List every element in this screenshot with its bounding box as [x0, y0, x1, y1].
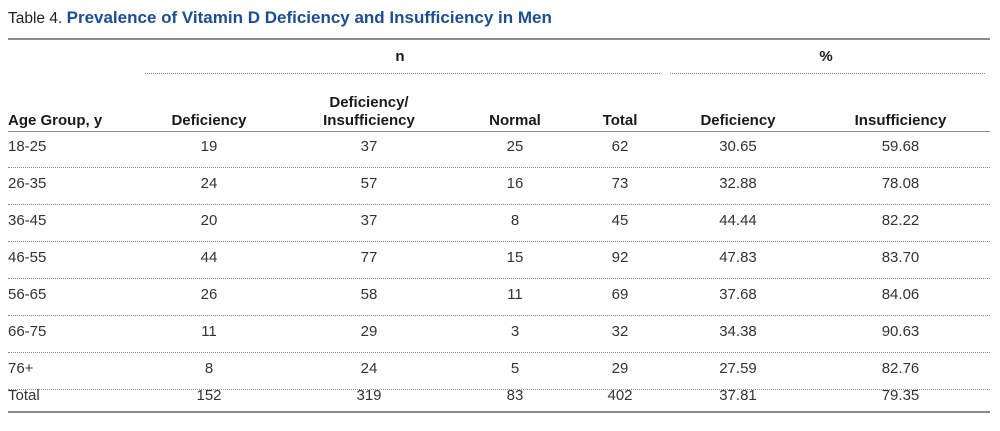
table-row: 18-25 19 37 25 62 30.65 59.68 [0, 132, 1000, 169]
table-caption: Table 4. Prevalence of Vitamin D Deficie… [8, 6, 552, 31]
cell-total: 402 [607, 387, 633, 404]
row-divider [8, 241, 990, 242]
cell-deficiency-insufficiency: 57 [360, 175, 378, 192]
cell-percent-insufficiency: 82.22 [881, 212, 920, 229]
cell-total: 69 [611, 286, 629, 303]
header-percent-insufficiency: Insufficiency [854, 112, 947, 129]
header-normal: Normal [489, 112, 541, 129]
cell-percent-insufficiency: 78.08 [881, 175, 920, 192]
cell-percent-insufficiency: 82.76 [881, 360, 920, 377]
cell-deficiency: 20 [200, 212, 218, 229]
group-header-n: n [395, 48, 405, 65]
cell-percent-insufficiency: 59.68 [881, 138, 920, 155]
cell-age-group: 66-75 [8, 323, 47, 340]
header-rule [8, 131, 990, 132]
cell-percent-insufficiency: 79.35 [881, 387, 920, 404]
cell-normal: 25 [506, 138, 524, 155]
table-row: 56-65 26 58 11 69 37.68 84.06 [0, 280, 1000, 317]
cell-deficiency-insufficiency: 37 [360, 138, 378, 155]
cell-deficiency: 152 [196, 387, 222, 404]
cell-normal: 3 [510, 323, 520, 340]
cell-percent-deficiency: 47.83 [719, 249, 757, 266]
header-total: Total [602, 112, 638, 129]
row-divider [8, 167, 990, 168]
table-row: 36-45 20 37 8 45 44.44 82.22 [0, 206, 1000, 243]
table-row: 46-55 44 77 15 92 47.83 83.70 [0, 243, 1000, 280]
cell-percent-insufficiency: 83.70 [881, 249, 920, 266]
table-label: Table 4. [8, 10, 63, 27]
group-divider-percent [670, 73, 985, 74]
table-row-total: Total 152 319 83 402 37.81 79.35 [0, 381, 1000, 418]
table-title: Prevalence of Vitamin D Deficiency and I… [66, 8, 552, 27]
cell-percent-deficiency: 44.44 [719, 212, 757, 229]
header-deficiency: Deficiency [171, 112, 247, 129]
header-def-insuff-line2: Insufficiency [323, 112, 415, 129]
cell-percent-deficiency: 37.81 [719, 387, 757, 404]
header-percent-deficiency: Deficiency [700, 112, 776, 129]
cell-deficiency: 19 [200, 138, 218, 155]
group-header-percent: % [819, 48, 833, 65]
cell-normal: 16 [506, 175, 524, 192]
cell-deficiency-insufficiency: 24 [360, 360, 378, 377]
cell-deficiency: 24 [200, 175, 218, 192]
cell-percent-insufficiency: 84.06 [881, 286, 920, 303]
cell-percent-deficiency: 27.59 [719, 360, 757, 377]
cell-deficiency: 11 [201, 323, 217, 340]
table-row: 26-35 24 57 16 73 32.88 78.08 [0, 169, 1000, 206]
cell-percent-deficiency: 37.68 [719, 286, 757, 303]
top-rule [8, 38, 990, 40]
cell-deficiency-insufficiency: 58 [360, 286, 378, 303]
cell-total: 29 [611, 360, 629, 377]
cell-total: 92 [611, 249, 629, 266]
group-divider-n [145, 73, 660, 74]
cell-age-group: 36-45 [8, 212, 47, 229]
header-deficiency-insufficiency: Deficiency/ Insufficiency [300, 90, 438, 130]
cell-total: 32 [611, 323, 629, 340]
cell-age-group: Total [8, 387, 40, 404]
cell-normal: 11 [507, 286, 523, 303]
cell-total: 45 [611, 212, 629, 229]
cell-percent-deficiency: 32.88 [719, 175, 757, 192]
cell-deficiency: 26 [200, 286, 218, 303]
header-age-group: Age Group, y [8, 112, 103, 129]
cell-age-group: 46-55 [8, 249, 47, 266]
cell-normal: 83 [506, 387, 524, 404]
table-row: 66-75 11 29 3 32 34.38 90.63 [0, 317, 1000, 354]
row-divider [8, 389, 990, 390]
cell-deficiency: 8 [204, 360, 214, 377]
cell-total: 73 [611, 175, 629, 192]
cell-age-group: 56-65 [8, 286, 47, 303]
bottom-rule [8, 411, 990, 413]
cell-deficiency: 44 [200, 249, 218, 266]
cell-deficiency-insufficiency: 29 [360, 323, 378, 340]
cell-percent-deficiency: 30.65 [719, 138, 757, 155]
cell-deficiency-insufficiency: 37 [360, 212, 378, 229]
header-def-insuff-line1: Deficiency/ [329, 94, 409, 111]
cell-percent-insufficiency: 90.63 [881, 323, 920, 340]
cell-age-group: 18-25 [8, 138, 47, 155]
row-divider [8, 204, 990, 205]
cell-normal: 8 [510, 212, 520, 229]
cell-total: 62 [611, 138, 629, 155]
table-row: 76+ 8 24 5 29 27.59 82.76 [0, 354, 1000, 391]
cell-deficiency-insufficiency: 77 [360, 249, 378, 266]
cell-normal: 15 [506, 249, 524, 266]
row-divider [8, 352, 990, 353]
cell-age-group: 76+ [8, 360, 34, 377]
row-divider [8, 315, 990, 316]
cell-age-group: 26-35 [8, 175, 47, 192]
cell-normal: 5 [510, 360, 520, 377]
row-divider [8, 278, 990, 279]
cell-deficiency-insufficiency: 319 [356, 387, 382, 404]
cell-percent-deficiency: 34.38 [719, 323, 757, 340]
